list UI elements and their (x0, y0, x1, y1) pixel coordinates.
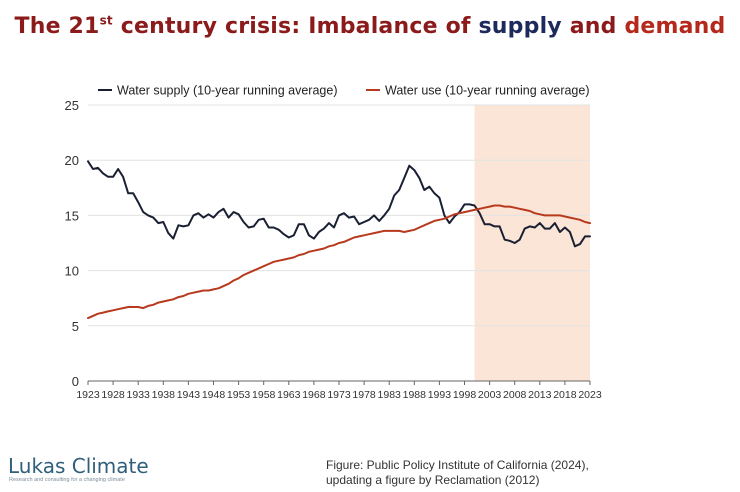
x-tick-label: 1943 (177, 389, 201, 401)
y-tick-label: 25 (65, 98, 79, 113)
source-line-2: updating a figure by Reclamation (2012) (326, 473, 540, 487)
x-tick-label: 1978 (352, 389, 376, 401)
x-tick-label: 1973 (327, 389, 351, 401)
x-tick-label: 1923 (76, 389, 100, 401)
shaded-region (474, 105, 590, 381)
title-part-3: and (561, 14, 625, 39)
x-tick-label: 1958 (252, 389, 276, 401)
x-tick-label: 1968 (302, 389, 326, 401)
legend-label-supply: Water supply (10-year running average) (117, 84, 337, 98)
x-tick-label: 1933 (127, 389, 151, 401)
brand-tagline: Research and consulting for a changing c… (9, 477, 125, 483)
source-note: Figure: Public Policy Institute of Calif… (326, 458, 589, 488)
x-tick-label: 1998 (453, 389, 477, 401)
x-tick-label: 1938 (152, 389, 176, 401)
y-tick-labels: 0 5 10 15 20 25 (65, 98, 79, 389)
x-tick-label: 1983 (378, 389, 402, 401)
title-superscript: st (99, 13, 113, 28)
chart-title: The 21st century crisis: Imbalance of su… (0, 14, 740, 39)
x-tick-label: 1963 (277, 389, 301, 401)
y-tick-label: 0 (72, 374, 79, 389)
x-tick-label: 2023 (578, 389, 602, 401)
title-part-2: century crisis: Imbalance of (112, 14, 479, 39)
water-use-line (87, 204, 591, 320)
brand-logo: Lukas Climate Research and consulting fo… (8, 455, 149, 484)
brand-name: Lukas Climate (8, 454, 149, 478)
series-lines (87, 160, 591, 320)
y-tick-label: 20 (65, 153, 79, 168)
title-part-1: The 21 (14, 14, 100, 39)
x-tick-label: 2018 (553, 389, 577, 401)
x-tick-label: 2003 (478, 389, 502, 401)
x-tick-label: 1948 (202, 389, 226, 401)
y-tick-label: 10 (65, 264, 79, 279)
legend: Water supply (10-year running average) Wa… (98, 84, 590, 98)
gridlines (88, 104, 590, 382)
x-tick-label: 1993 (428, 389, 452, 401)
x-tick-labels: 1923 1928 1933 1938 1943 1948 1953 1958 1963 1968… (76, 381, 602, 401)
x-tick-label: 2008 (503, 389, 527, 401)
title-word-supply: supply (478, 14, 562, 39)
x-tick-label: 1928 (101, 389, 125, 401)
water-supply-line (87, 160, 591, 248)
y-tick-label: 15 (65, 208, 79, 223)
projection-shading-layer (474, 105, 590, 381)
y-tick-label: 5 (72, 319, 79, 334)
x-tick-label: 1988 (403, 389, 427, 401)
x-tick-label: 1953 (227, 389, 251, 401)
x-tick-label: 2013 (528, 389, 552, 401)
legend-label-use: Water use (10-year running average) (385, 84, 590, 98)
title-word-demand: demand (624, 14, 726, 39)
source-line-1: Figure: Public Policy Institute of Calif… (326, 458, 589, 472)
